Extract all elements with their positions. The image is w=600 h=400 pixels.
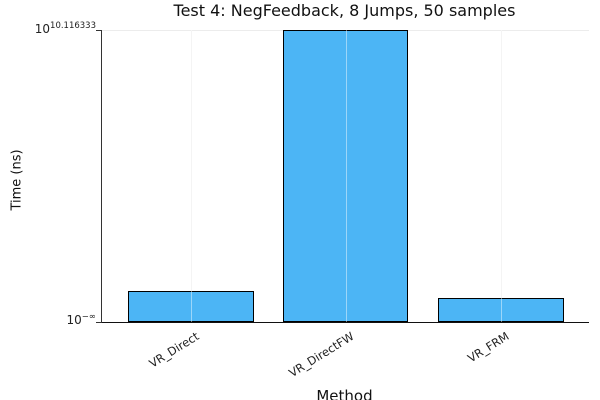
bar-vr-direct bbox=[128, 291, 254, 322]
x-tick-label-vr-direct: VR_Direct bbox=[146, 329, 202, 371]
y-tickmark-top bbox=[96, 30, 102, 32]
gridline-vertical-3 bbox=[501, 30, 502, 322]
y-tick-top-base: 10 bbox=[34, 22, 51, 36]
y-axis-label: Time (ns) bbox=[9, 149, 25, 211]
y-tick-bottom-base: 10 bbox=[66, 313, 82, 327]
chart-title: Test 4: NegFeedback, 8 Jumps, 50 samples bbox=[173, 1, 516, 20]
gridline-overlay-2 bbox=[346, 30, 347, 322]
gridline-overlay-3 bbox=[501, 30, 502, 322]
x-tick-label-vr-directfw: VR_DirectFW bbox=[286, 329, 357, 381]
y-tick-bottom-exponent: −∞ bbox=[81, 312, 96, 322]
y-tickmark-bottom bbox=[96, 321, 102, 323]
bar-vr-directfw bbox=[283, 30, 408, 322]
bar-vr-frm bbox=[438, 298, 564, 322]
gridline-vertical-1 bbox=[191, 30, 192, 322]
y-tick-label-bottom: 10−∞ bbox=[67, 312, 96, 327]
plot-area bbox=[96, 30, 589, 323]
x-axis-label: Method bbox=[316, 387, 373, 400]
gridline-overlay-1 bbox=[191, 30, 192, 322]
y-tick-top-exponent: 10.116333 bbox=[50, 21, 96, 31]
y-tick-label-top: 1010.116333 bbox=[35, 21, 96, 36]
x-tick-label-vr-frm: VR_FRM bbox=[464, 329, 512, 366]
